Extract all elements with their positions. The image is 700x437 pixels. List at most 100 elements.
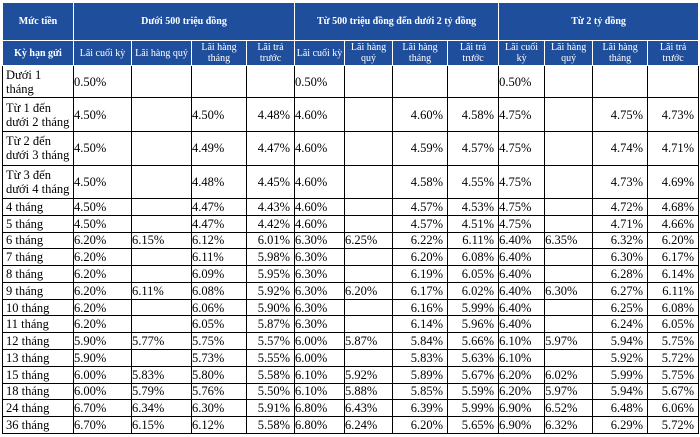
rate-cell: [544, 97, 594, 132]
rate-cell: [131, 315, 192, 334]
rate-cell: 5.66%: [447, 332, 500, 350]
term-cell: 11 tháng: [2, 315, 74, 334]
rate-cell: 5.75%: [647, 332, 700, 350]
rate-cell: 4.68%: [647, 198, 700, 216]
rate-cell: 6.09%: [191, 265, 247, 283]
rate-cell: 4.71%: [592, 214, 649, 233]
rate-cell: 4.57%: [392, 214, 449, 233]
rate-cell: 5.94%: [592, 332, 649, 350]
rate-cell: [191, 64, 247, 99]
rate-cell: 6.24%: [344, 416, 394, 434]
rate-cell: 4.74%: [592, 130, 649, 166]
group-header-under-500m: Dưới 500 triệu đồng: [72, 2, 296, 41]
table-row: 7 tháng 6.20% 6.11% 5.98% 6.30% 6.20% 6.08% 6.4…: [2, 248, 700, 267]
subheader-end-of-term: Lãi cuối kỳ: [498, 40, 546, 66]
rate-cell: 6.02%: [447, 281, 500, 300]
rate-cell: 4.66%: [647, 214, 700, 233]
rate-cell: [344, 248, 394, 267]
rate-cell: 6.08%: [647, 298, 700, 317]
rate-cell: 5.63%: [447, 348, 500, 367]
rate-cell: 6.48%: [592, 399, 649, 418]
rate-cell: 6.30%: [294, 315, 346, 334]
rate-cell: [131, 248, 192, 267]
rate-cell: 6.52%: [544, 399, 594, 418]
corner-header-term: Kỳ hạn gửi: [2, 40, 74, 66]
rate-cell: 6.43%: [344, 399, 394, 418]
rate-cell: [344, 130, 394, 166]
rate-cell: 6.28%: [592, 265, 649, 283]
rate-cell: 6.06%: [191, 298, 247, 317]
rate-cell: 4.45%: [245, 164, 296, 200]
rate-cell: [344, 315, 394, 334]
rate-cell: 6.22%: [392, 231, 449, 250]
rate-cell: 5.96%: [447, 315, 500, 334]
term-cell: 36 tháng: [2, 416, 74, 434]
rate-cell: 6.05%: [647, 315, 700, 334]
rate-cell: 6.39%: [392, 399, 449, 418]
term-cell: 12 tháng: [2, 332, 74, 350]
term-cell: Từ 2 đến dưới 3 tháng: [2, 130, 74, 166]
rate-cell: 6.40%: [498, 298, 546, 317]
rate-cell: 6.90%: [498, 416, 546, 434]
rate-cell: 6.30%: [294, 248, 346, 267]
rate-cell: 4.50%: [73, 130, 132, 166]
table-row: 18 tháng 6.00% 5.79% 5.76% 5.50% 6.10% 5.88% 5.…: [2, 382, 700, 401]
rate-cell: 0.50%: [498, 64, 546, 99]
rate-cell: 4.60%: [294, 214, 346, 233]
rate-cell: [544, 248, 594, 267]
rate-cell: 5.91%: [245, 399, 296, 418]
rate-cell: 5.72%: [647, 416, 700, 434]
rate-cell: 6.27%: [592, 281, 649, 300]
rate-cell: 4.75%: [498, 97, 546, 132]
rate-cell: 5.98%: [245, 248, 296, 267]
table-row: 5 tháng 4.50% 4.47% 4.42% 4.60% 4.57% 4.51% 4.7…: [2, 214, 700, 233]
rate-cell: [544, 64, 594, 99]
rate-cell: 4.75%: [498, 164, 546, 200]
rate-cell: 6.16%: [392, 298, 449, 317]
rate-cell: 6.20%: [73, 281, 132, 300]
rate-cell: 6.00%: [294, 348, 346, 367]
rate-cell: [344, 348, 394, 367]
rate-cell: 6.20%: [73, 231, 132, 250]
rate-cell: 5.99%: [592, 365, 649, 384]
term-cell: Dưới 1 tháng: [2, 64, 74, 99]
rate-cell: 6.12%: [191, 231, 247, 250]
table-row: Từ 1 đến dưới 2 tháng 4.50% 4.50% 4.48% 4.60…: [2, 97, 700, 132]
rate-cell: 6.80%: [294, 416, 346, 434]
rate-cell: 6.14%: [647, 265, 700, 283]
rate-cell: 5.87%: [344, 332, 394, 350]
rate-cell: 6.30%: [294, 298, 346, 317]
term-cell: 6 tháng: [2, 231, 74, 250]
term-cell: Từ 1 đến dưới 2 tháng: [2, 97, 74, 132]
rate-cell: [131, 298, 192, 317]
rate-cell: 6.40%: [498, 281, 546, 300]
rate-cell: 6.40%: [498, 265, 546, 283]
rate-cell: 5.75%: [191, 332, 247, 350]
rate-cell: 6.40%: [498, 231, 546, 250]
rate-cell: 4.50%: [73, 164, 132, 200]
rate-cell: 5.83%: [392, 348, 449, 367]
rate-cell: 5.97%: [544, 332, 594, 350]
rate-cell: 4.49%: [191, 130, 247, 166]
rate-cell: 6.34%: [131, 399, 192, 418]
table-row: Dưới 1 tháng 0.50% 0.50% 0.50%: [2, 64, 700, 99]
rate-cell: [344, 97, 394, 132]
rate-cell: 6.00%: [73, 382, 132, 401]
rate-cell: 6.70%: [73, 399, 132, 418]
table-row: 6 tháng 6.20% 6.15% 6.12% 6.01% 6.30% 6.25% 6.2…: [2, 231, 700, 250]
rate-cell: 4.73%: [592, 164, 649, 200]
subheader-quarterly: Lãi hàng quý: [344, 40, 394, 66]
rate-cell: 4.51%: [447, 214, 500, 233]
rate-cell: 6.20%: [73, 265, 132, 283]
table-row: 13 tháng 5.90% 5.73% 5.55% 6.00% 5.83% 5.63% 6.…: [2, 348, 700, 367]
rate-cell: 6.15%: [131, 416, 192, 434]
rate-cell: 4.73%: [647, 97, 700, 132]
rate-cell: 5.92%: [344, 365, 394, 384]
rate-cell: 5.72%: [647, 348, 700, 367]
rate-cell: 4.50%: [73, 214, 132, 233]
rate-cell: 6.11%: [131, 281, 192, 300]
rate-cell: 6.10%: [294, 365, 346, 384]
rate-cell: 5.85%: [392, 382, 449, 401]
rate-cell: 6.14%: [392, 315, 449, 334]
rate-cell: 6.30%: [294, 265, 346, 283]
